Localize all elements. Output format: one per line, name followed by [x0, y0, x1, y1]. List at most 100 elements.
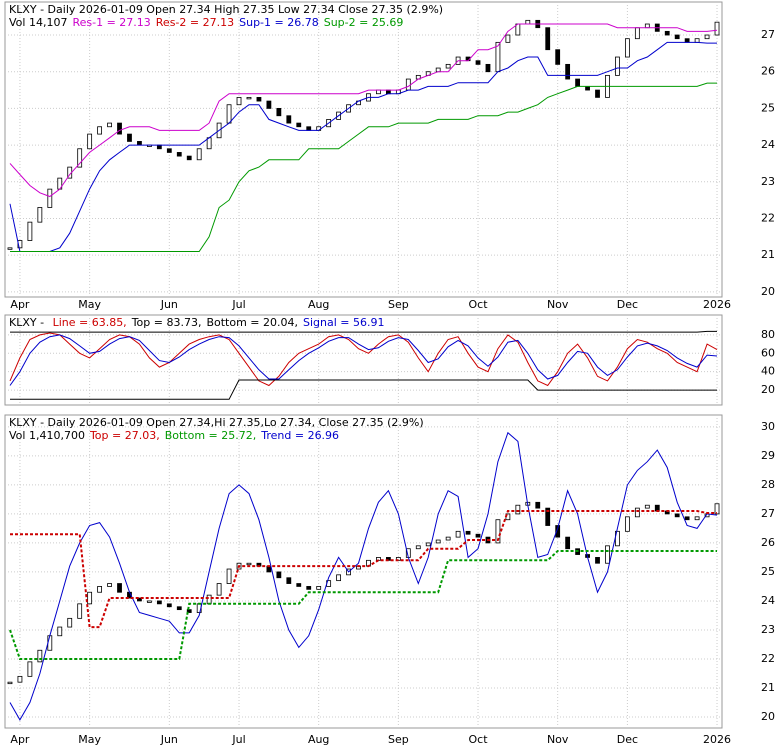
candle [107, 583, 112, 587]
y-tick-label: 25 [761, 101, 775, 114]
header-item: Line = 63.85, [53, 316, 127, 329]
candle [674, 34, 680, 40]
candle [256, 96, 262, 102]
y-tick-label: 25 [761, 565, 775, 578]
candle [505, 34, 511, 43]
candle [176, 606, 182, 611]
header-line: Vol 1,410,700 Top = 27.03, Bottom = 25.72,… [9, 429, 339, 442]
candle [714, 21, 720, 36]
candle [246, 562, 252, 566]
header-item: Res-2 = 27.13 [156, 16, 234, 29]
candle [684, 38, 690, 43]
y-tick-label: 20 [761, 285, 775, 298]
y-tick-label: 23 [761, 175, 775, 188]
header-item: Sup-2 = 25.69 [324, 16, 404, 29]
candle [316, 586, 322, 590]
x-tick-label: Sep [388, 298, 409, 311]
candle [117, 122, 122, 135]
candle [565, 63, 571, 80]
candle [216, 583, 222, 596]
series-line [9, 23, 718, 198]
y-tick-label: 28 [761, 478, 775, 491]
x-tick-label: Aug [308, 298, 329, 311]
candle [485, 63, 491, 73]
y-tick-label: 24 [761, 138, 775, 151]
header-line: Vol 14,107 Res-1 = 27.13 Res-2 = 27.13 Sup-… [9, 16, 403, 29]
candle [286, 115, 292, 124]
candle [17, 675, 23, 683]
candle [77, 603, 83, 619]
candle [97, 586, 103, 593]
header-item: Signal = 56.91 [303, 316, 385, 329]
candle [644, 23, 650, 29]
candle [176, 152, 182, 157]
candle [266, 100, 272, 109]
candle [624, 38, 630, 58]
candle [624, 516, 630, 532]
header-item: KLXY - [9, 316, 48, 329]
candle [37, 649, 43, 663]
candle [206, 594, 212, 605]
series-line [10, 510, 717, 629]
candle [515, 504, 521, 515]
candle [376, 89, 381, 95]
candle [296, 122, 302, 128]
candle [137, 141, 142, 146]
candle [166, 148, 172, 153]
candle [445, 536, 451, 541]
y-tick-label: 23 [761, 623, 775, 636]
candle [475, 533, 481, 538]
x-tick-label: Nov [547, 733, 569, 745]
candle [585, 85, 590, 91]
candle [336, 574, 342, 582]
candle [156, 144, 162, 150]
candle [455, 530, 461, 538]
x-tick-label: Sep [388, 733, 409, 745]
candle [296, 583, 302, 587]
candle [137, 597, 142, 602]
candle [286, 577, 292, 584]
candle [545, 27, 551, 51]
header-item: Vol 14,107 [9, 16, 67, 29]
candle [435, 539, 441, 544]
x-tick-label: Oct [469, 298, 489, 311]
series-line [10, 330, 717, 333]
y-tick-label: 24 [761, 594, 775, 607]
candle [146, 600, 152, 603]
candle [47, 188, 53, 208]
y-tick-label: 27 [761, 507, 775, 520]
candle [67, 617, 73, 628]
series-line [9, 550, 717, 660]
x-tick-label: 2026 [703, 298, 731, 311]
x-tick-label: Aug [308, 733, 329, 745]
header-item: KLXY - Daily 2026-01-09 Open 27.34,Hi 27… [9, 416, 424, 429]
series-line [9, 332, 718, 387]
candle [27, 221, 33, 241]
header-item: KLXY - Daily 2026-01-09 Open 27.34 High … [9, 3, 443, 16]
candle [644, 504, 650, 509]
x-tick-label: Oct [469, 733, 489, 745]
candle [545, 507, 551, 526]
candle [555, 525, 561, 538]
x-tick-label: May [78, 298, 101, 311]
candle [495, 519, 501, 544]
header-line: KLXY - Line = 63.85, Top = 83.73, Bottom =… [9, 316, 385, 329]
x-tick-label: Apr [10, 733, 30, 745]
x-tick-label: Dec [617, 733, 638, 745]
x-tick-label: May [78, 733, 101, 745]
candle [87, 591, 93, 605]
candle [385, 89, 391, 95]
candle [634, 507, 640, 518]
y-tick-label: 21 [761, 248, 775, 261]
y-tick-label: 80 [761, 328, 775, 341]
candle [565, 536, 571, 550]
y-tick-label: 30 [761, 420, 775, 433]
y-tick-label: 20 [761, 710, 775, 723]
candle [634, 27, 640, 40]
candle [405, 78, 411, 91]
candle [156, 600, 162, 605]
candle [704, 34, 710, 40]
candle [37, 207, 43, 223]
candle [694, 516, 700, 521]
